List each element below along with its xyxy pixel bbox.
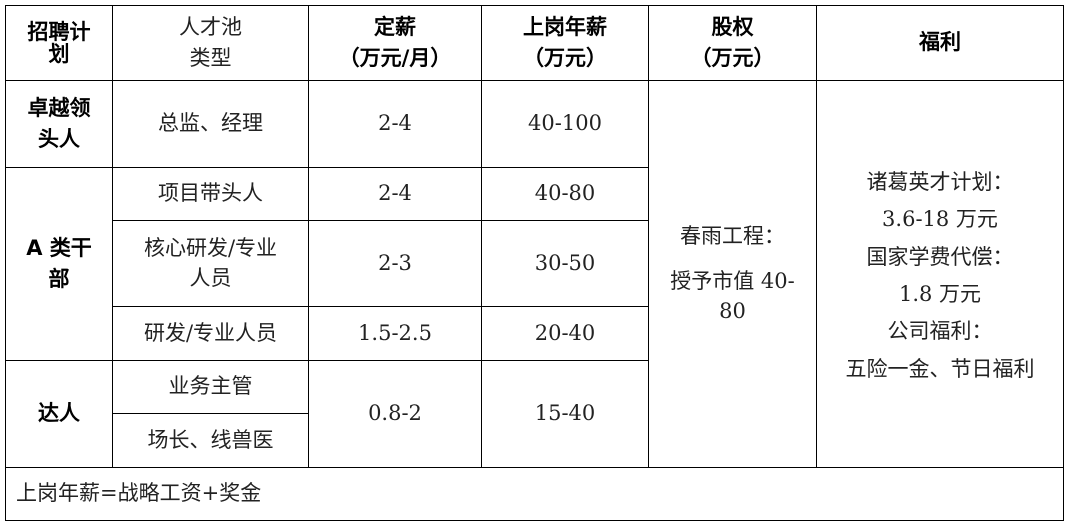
salary-cell: 2-3 xyxy=(308,220,482,307)
header-text: 股权 xyxy=(711,14,754,39)
group-text: 头人 xyxy=(38,127,80,151)
header-annual: 上岗年薪 （万元） xyxy=(481,5,649,81)
salary-cell: 0.8-2 xyxy=(308,360,482,468)
benefits-text: 3.6-18 万元 xyxy=(882,207,998,232)
footer-note: 上岗年薪=战略工资+奖金 xyxy=(5,467,1064,521)
pool-text: 核心研发/专业 xyxy=(143,236,278,261)
pool-cell: 总监、经理 xyxy=(112,80,309,168)
header-benefits: 福利 xyxy=(816,5,1064,81)
header-text: （万元/月） xyxy=(338,46,452,70)
benefits-text: 1.8 万元 xyxy=(898,282,982,306)
group-expert: 达人 xyxy=(5,360,113,468)
pool-cell: 核心研发/专业 人员 xyxy=(112,220,309,307)
header-text: 类型 xyxy=(189,46,232,70)
salary-cell: 1.5-2.5 xyxy=(308,306,482,361)
group-text: A 类干 xyxy=(26,235,92,260)
header-text: 人才池 xyxy=(179,14,242,39)
pool-text: 人员 xyxy=(189,265,232,290)
group-leader: 卓越领 头人 xyxy=(5,80,113,168)
header-text: 上岗年薪 xyxy=(523,14,607,39)
equity-text: 春雨工程： xyxy=(680,224,785,249)
benefits-text: 诸葛英才计划： xyxy=(866,169,1014,194)
header-plan: 招聘计划 xyxy=(5,5,113,81)
annual-cell: 20-40 xyxy=(481,306,649,361)
annual-cell: 15-40 xyxy=(481,360,649,468)
equity-text: 80 xyxy=(719,299,746,324)
header-text: 招聘计 xyxy=(27,19,91,44)
header-text: 定薪 xyxy=(374,14,416,39)
benefits-cell: 诸葛英才计划： 3.6-18 万元 国家学费代偿： 1.8 万元 公司福利： 五… xyxy=(816,80,1064,468)
group-cadre: A 类干部 xyxy=(5,167,113,361)
annual-cell: 40-80 xyxy=(481,167,649,221)
annual-cell: 30-50 xyxy=(481,220,649,307)
group-text: 卓越领 xyxy=(27,95,91,120)
salary-cell: 2-4 xyxy=(308,167,482,221)
header-equity: 股权 （万元） xyxy=(648,5,817,81)
pool-cell: 项目带头人 xyxy=(112,167,309,221)
benefits-text: 五险一金、节日福利 xyxy=(845,356,1035,381)
salary-cell: 2-4 xyxy=(308,80,482,168)
benefits-text: 国家学费代偿： xyxy=(866,244,1014,269)
pool-cell: 业务主管 xyxy=(112,360,309,414)
annual-cell: 40-100 xyxy=(481,80,649,168)
equity-cell: 春雨工程： 授予市值 40- 80 xyxy=(648,80,817,468)
equity-text: 授予市值 40- xyxy=(670,268,795,293)
header-pool: 人才池 类型 xyxy=(112,5,309,81)
header-text: 划 xyxy=(48,42,70,66)
header-text: （万元） xyxy=(690,46,775,70)
header-salary: 定薪 （万元/月） xyxy=(308,5,482,81)
benefits-text: 公司福利： xyxy=(887,319,993,344)
pool-cell: 研发/专业人员 xyxy=(112,306,309,361)
group-text: 部 xyxy=(48,267,70,291)
header-text: （万元） xyxy=(523,46,607,70)
pool-cell: 场长、线兽医 xyxy=(112,413,309,468)
